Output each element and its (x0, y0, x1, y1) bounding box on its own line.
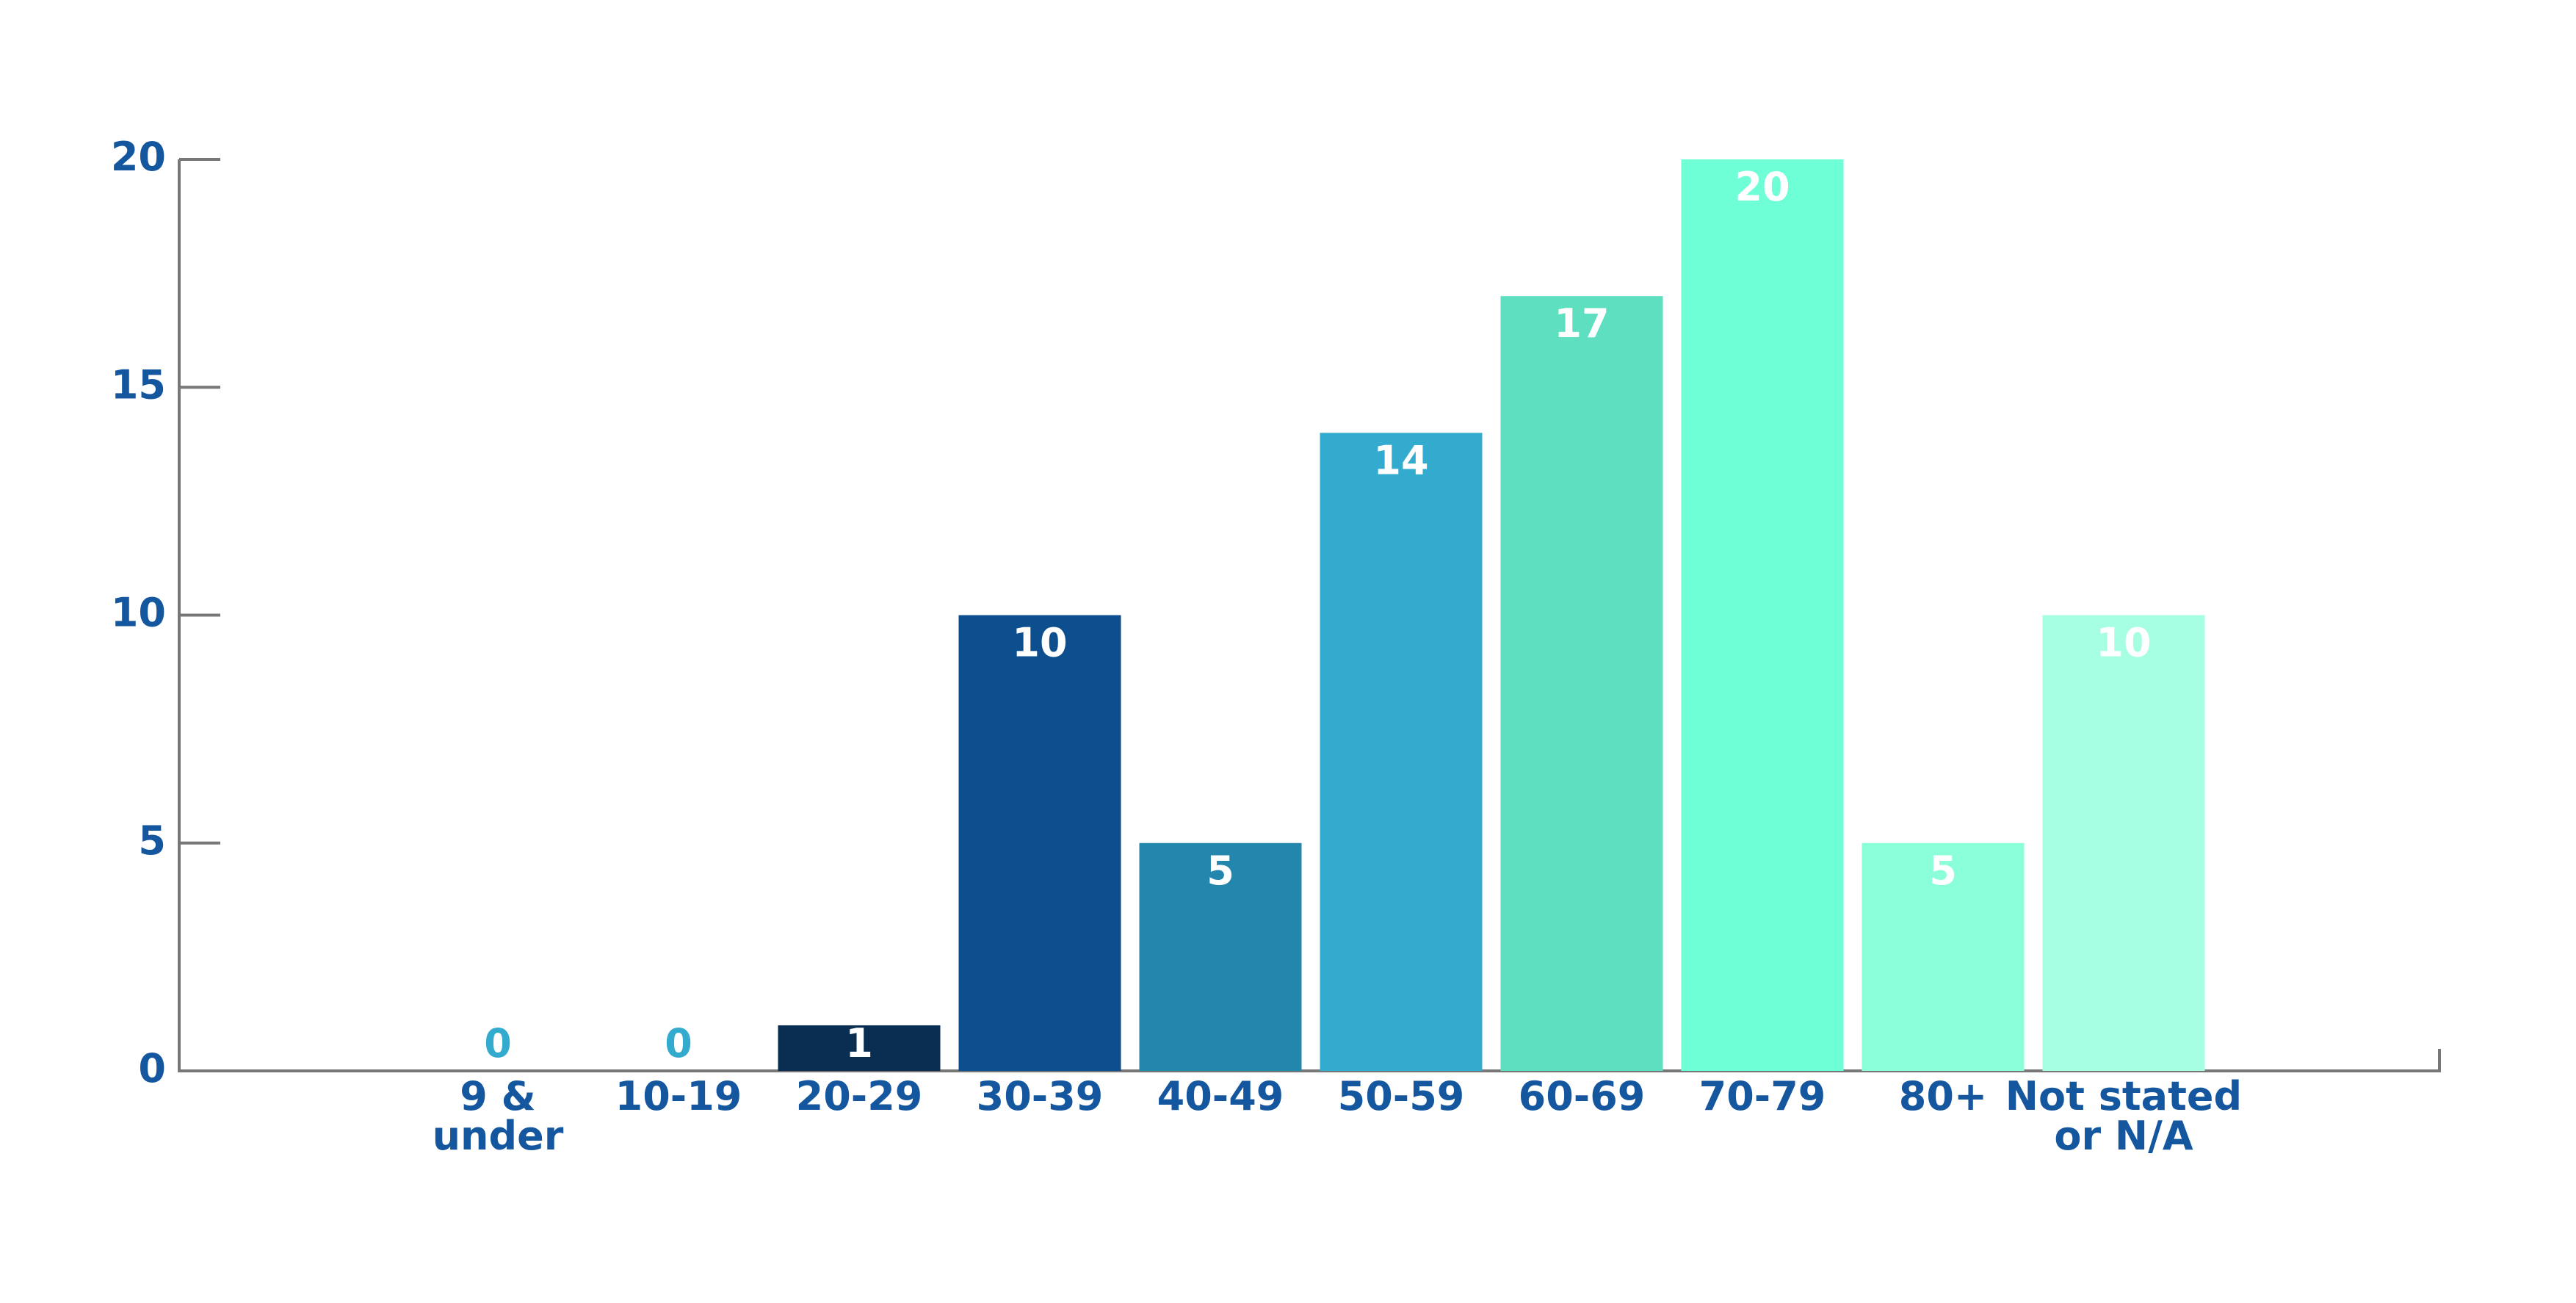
x-tick-label: 10-19 (615, 1073, 742, 1119)
bar (1139, 842, 1302, 1071)
x-tick-label: 9 & under (433, 1073, 564, 1159)
bar (778, 1025, 941, 1071)
value-label: 10 (1012, 619, 1067, 665)
x-tick-label: Not stated or N/A (2005, 1073, 2242, 1159)
x-tick-label: 40-49 (1157, 1073, 1284, 1119)
x-tick-label: 20-29 (796, 1073, 923, 1119)
bar (958, 615, 1121, 1071)
x-tick-label: 80+ (1899, 1073, 1987, 1119)
y-tick-label: 15 (111, 361, 166, 408)
y-tick-label: 0 (138, 1045, 166, 1091)
x-tick-label: 30-39 (977, 1073, 1104, 1119)
value-label: 10 (2096, 619, 2151, 665)
x-tick-label: 60-69 (1519, 1073, 1646, 1119)
y-tick-label: 20 (111, 134, 166, 180)
x-tick-label: 50-59 (1338, 1073, 1465, 1119)
value-label: 5 (1206, 847, 1234, 893)
value-label: 14 (1373, 437, 1428, 483)
y-tick-label: 5 (138, 817, 166, 863)
bar (1500, 296, 1663, 1071)
bar (1862, 842, 2025, 1071)
value-label: 17 (1554, 300, 1609, 347)
x-tick-label: 70-79 (1699, 1073, 1826, 1119)
value-label: 0 (665, 1020, 692, 1066)
value-label: 1 (845, 1020, 873, 1066)
bar (1681, 159, 1844, 1071)
value-label: 0 (484, 1020, 512, 1066)
y-tick-label: 10 (111, 589, 166, 635)
value-label: 5 (1929, 847, 1957, 893)
bar (1320, 433, 1483, 1071)
bar (2042, 615, 2205, 1071)
value-label: 20 (1734, 164, 1790, 210)
